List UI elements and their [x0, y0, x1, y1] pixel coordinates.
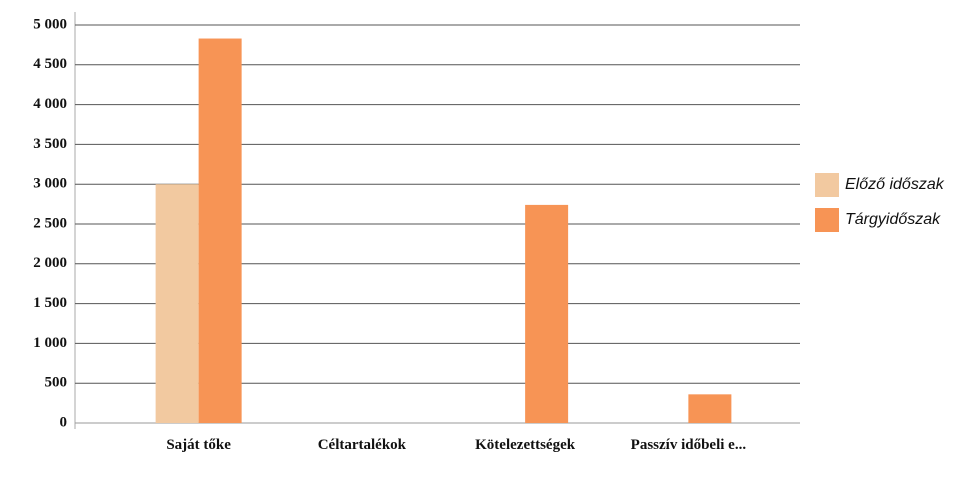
- y-tick-label: 500: [45, 375, 68, 391]
- x-tick-label: Céltartalékok: [317, 437, 407, 453]
- bar: [688, 394, 732, 423]
- bar: [198, 38, 242, 423]
- y-tick-label: 1 000: [33, 335, 67, 351]
- y-tick-label: 3 000: [33, 176, 67, 192]
- bar: [155, 184, 199, 423]
- y-tick-label: 2 000: [33, 255, 67, 271]
- y-tick-label: 3 500: [33, 136, 67, 152]
- legend-label: Tárgyidőszak: [845, 211, 941, 228]
- y-tick-label: 5 000: [33, 16, 67, 32]
- y-tick-label: 0: [60, 414, 68, 430]
- bar: [525, 204, 569, 423]
- y-tick-label: 1 500: [33, 295, 67, 311]
- legend-swatch: [815, 173, 839, 197]
- legend-label: Előző időszak: [845, 176, 945, 193]
- legend-swatch: [815, 208, 839, 232]
- x-tick-label: Saját tőke: [166, 437, 231, 453]
- y-tick-label: 4 000: [33, 96, 67, 112]
- x-tick-label: Kötelezettségek: [475, 437, 576, 453]
- x-tick-label: Passzív időbeli e...: [630, 437, 747, 453]
- y-tick-label: 4 500: [33, 56, 67, 72]
- y-tick-label: 2 500: [33, 215, 67, 231]
